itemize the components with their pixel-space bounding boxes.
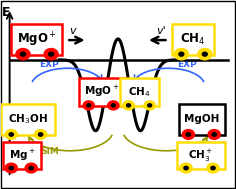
Text: EXP: EXP [39,60,59,69]
Circle shape [186,133,190,136]
Circle shape [179,52,184,56]
Text: v: v [69,26,76,36]
FancyBboxPatch shape [177,142,225,169]
Circle shape [126,104,131,107]
Circle shape [208,130,220,139]
Text: MgO$^+$: MgO$^+$ [84,84,120,99]
FancyBboxPatch shape [120,78,159,106]
Circle shape [9,133,13,136]
Circle shape [207,163,219,173]
Circle shape [5,130,17,139]
Circle shape [108,101,119,110]
Circle shape [38,133,43,136]
Circle shape [180,163,192,173]
Circle shape [16,49,30,60]
Text: SIM: SIM [177,147,195,156]
Text: E: E [2,6,10,19]
Circle shape [111,104,115,107]
Circle shape [87,104,91,107]
Circle shape [5,163,17,173]
Text: MgOH: MgOH [184,114,219,124]
FancyBboxPatch shape [172,24,214,55]
Text: CH$_3^+$: CH$_3^+$ [188,147,213,163]
Circle shape [34,130,47,139]
FancyBboxPatch shape [11,24,62,55]
FancyBboxPatch shape [79,78,125,106]
Text: SIM: SIM [41,147,59,156]
Circle shape [49,52,54,56]
Circle shape [44,49,58,60]
Circle shape [174,49,188,60]
Circle shape [25,163,37,173]
FancyBboxPatch shape [179,104,225,135]
Text: CH$_4$: CH$_4$ [128,85,151,99]
FancyBboxPatch shape [1,104,55,135]
Text: Mg$^+$: Mg$^+$ [8,148,35,163]
Circle shape [184,166,188,170]
Text: CH$_3$OH: CH$_3$OH [8,112,48,126]
Circle shape [202,52,207,56]
Circle shape [29,166,33,170]
Text: v': v' [157,26,166,36]
Text: CH$_4$: CH$_4$ [180,32,206,47]
Circle shape [182,130,194,139]
Text: EXP: EXP [177,60,197,69]
Circle shape [211,166,215,170]
Circle shape [198,49,212,60]
FancyBboxPatch shape [3,142,41,169]
Circle shape [123,101,134,110]
Circle shape [21,52,25,56]
Text: MgO$^+$: MgO$^+$ [17,30,56,49]
Circle shape [144,101,155,110]
Circle shape [148,104,152,107]
Circle shape [9,166,13,170]
Circle shape [212,133,216,136]
Circle shape [83,101,94,110]
